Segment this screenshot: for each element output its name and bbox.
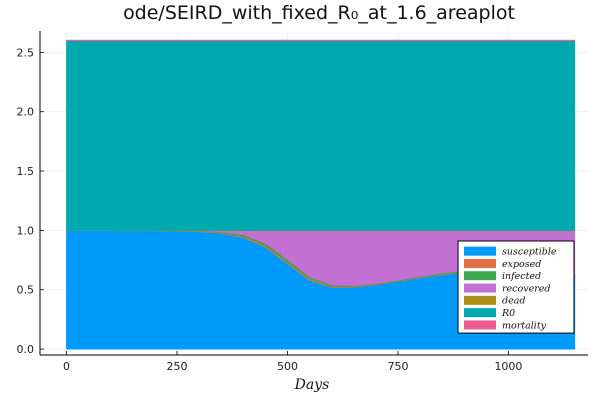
x-axis-label: Days	[294, 377, 330, 393]
legend-label-recovered: recovered	[502, 283, 550, 294]
legend-label-infected: infected	[502, 271, 541, 282]
axis-layer: 0 250 500 750 1000 0.0 0.5 1.0 1.5 2.0 2.5	[17, 31, 588, 373]
y-tick-label: 2.5	[17, 46, 35, 59]
legend-swatch-infected	[464, 271, 496, 281]
area-layer	[66, 39, 576, 350]
area-r0	[66, 40, 576, 231]
y-tick-label: 1.5	[17, 165, 35, 178]
chart-title: ode/SEIRD_with_fixed_R₀_at_1.6_areaplot	[123, 2, 515, 24]
legend-label-mortality: mortality	[502, 320, 547, 331]
x-tick-label: 500	[277, 360, 298, 373]
legend-label-r0: R0	[501, 308, 515, 319]
legend-swatch-recovered	[464, 283, 496, 293]
y-tick-label: 1.0	[17, 224, 35, 237]
y-tick-label: 0.0	[17, 343, 35, 356]
legend-swatch-exposed	[464, 258, 496, 268]
x-tick-label: 250	[167, 360, 188, 373]
y-tick-label: 0.5	[17, 284, 35, 297]
legend-swatch-susceptible	[464, 246, 496, 256]
x-tick-label: 0	[63, 360, 70, 373]
legend-label-susceptible: susceptible	[502, 246, 557, 257]
legend-label-exposed: exposed	[502, 259, 541, 270]
legend-label-dead: dead	[502, 296, 525, 307]
y-tick-label: 2.0	[17, 106, 35, 119]
legend-swatch-dead	[464, 295, 496, 305]
legend-swatch-mortality	[464, 320, 496, 330]
legend-swatch-r0	[464, 308, 496, 318]
x-tick-label: 750	[387, 360, 408, 373]
x-tick-label: 1000	[494, 360, 522, 373]
